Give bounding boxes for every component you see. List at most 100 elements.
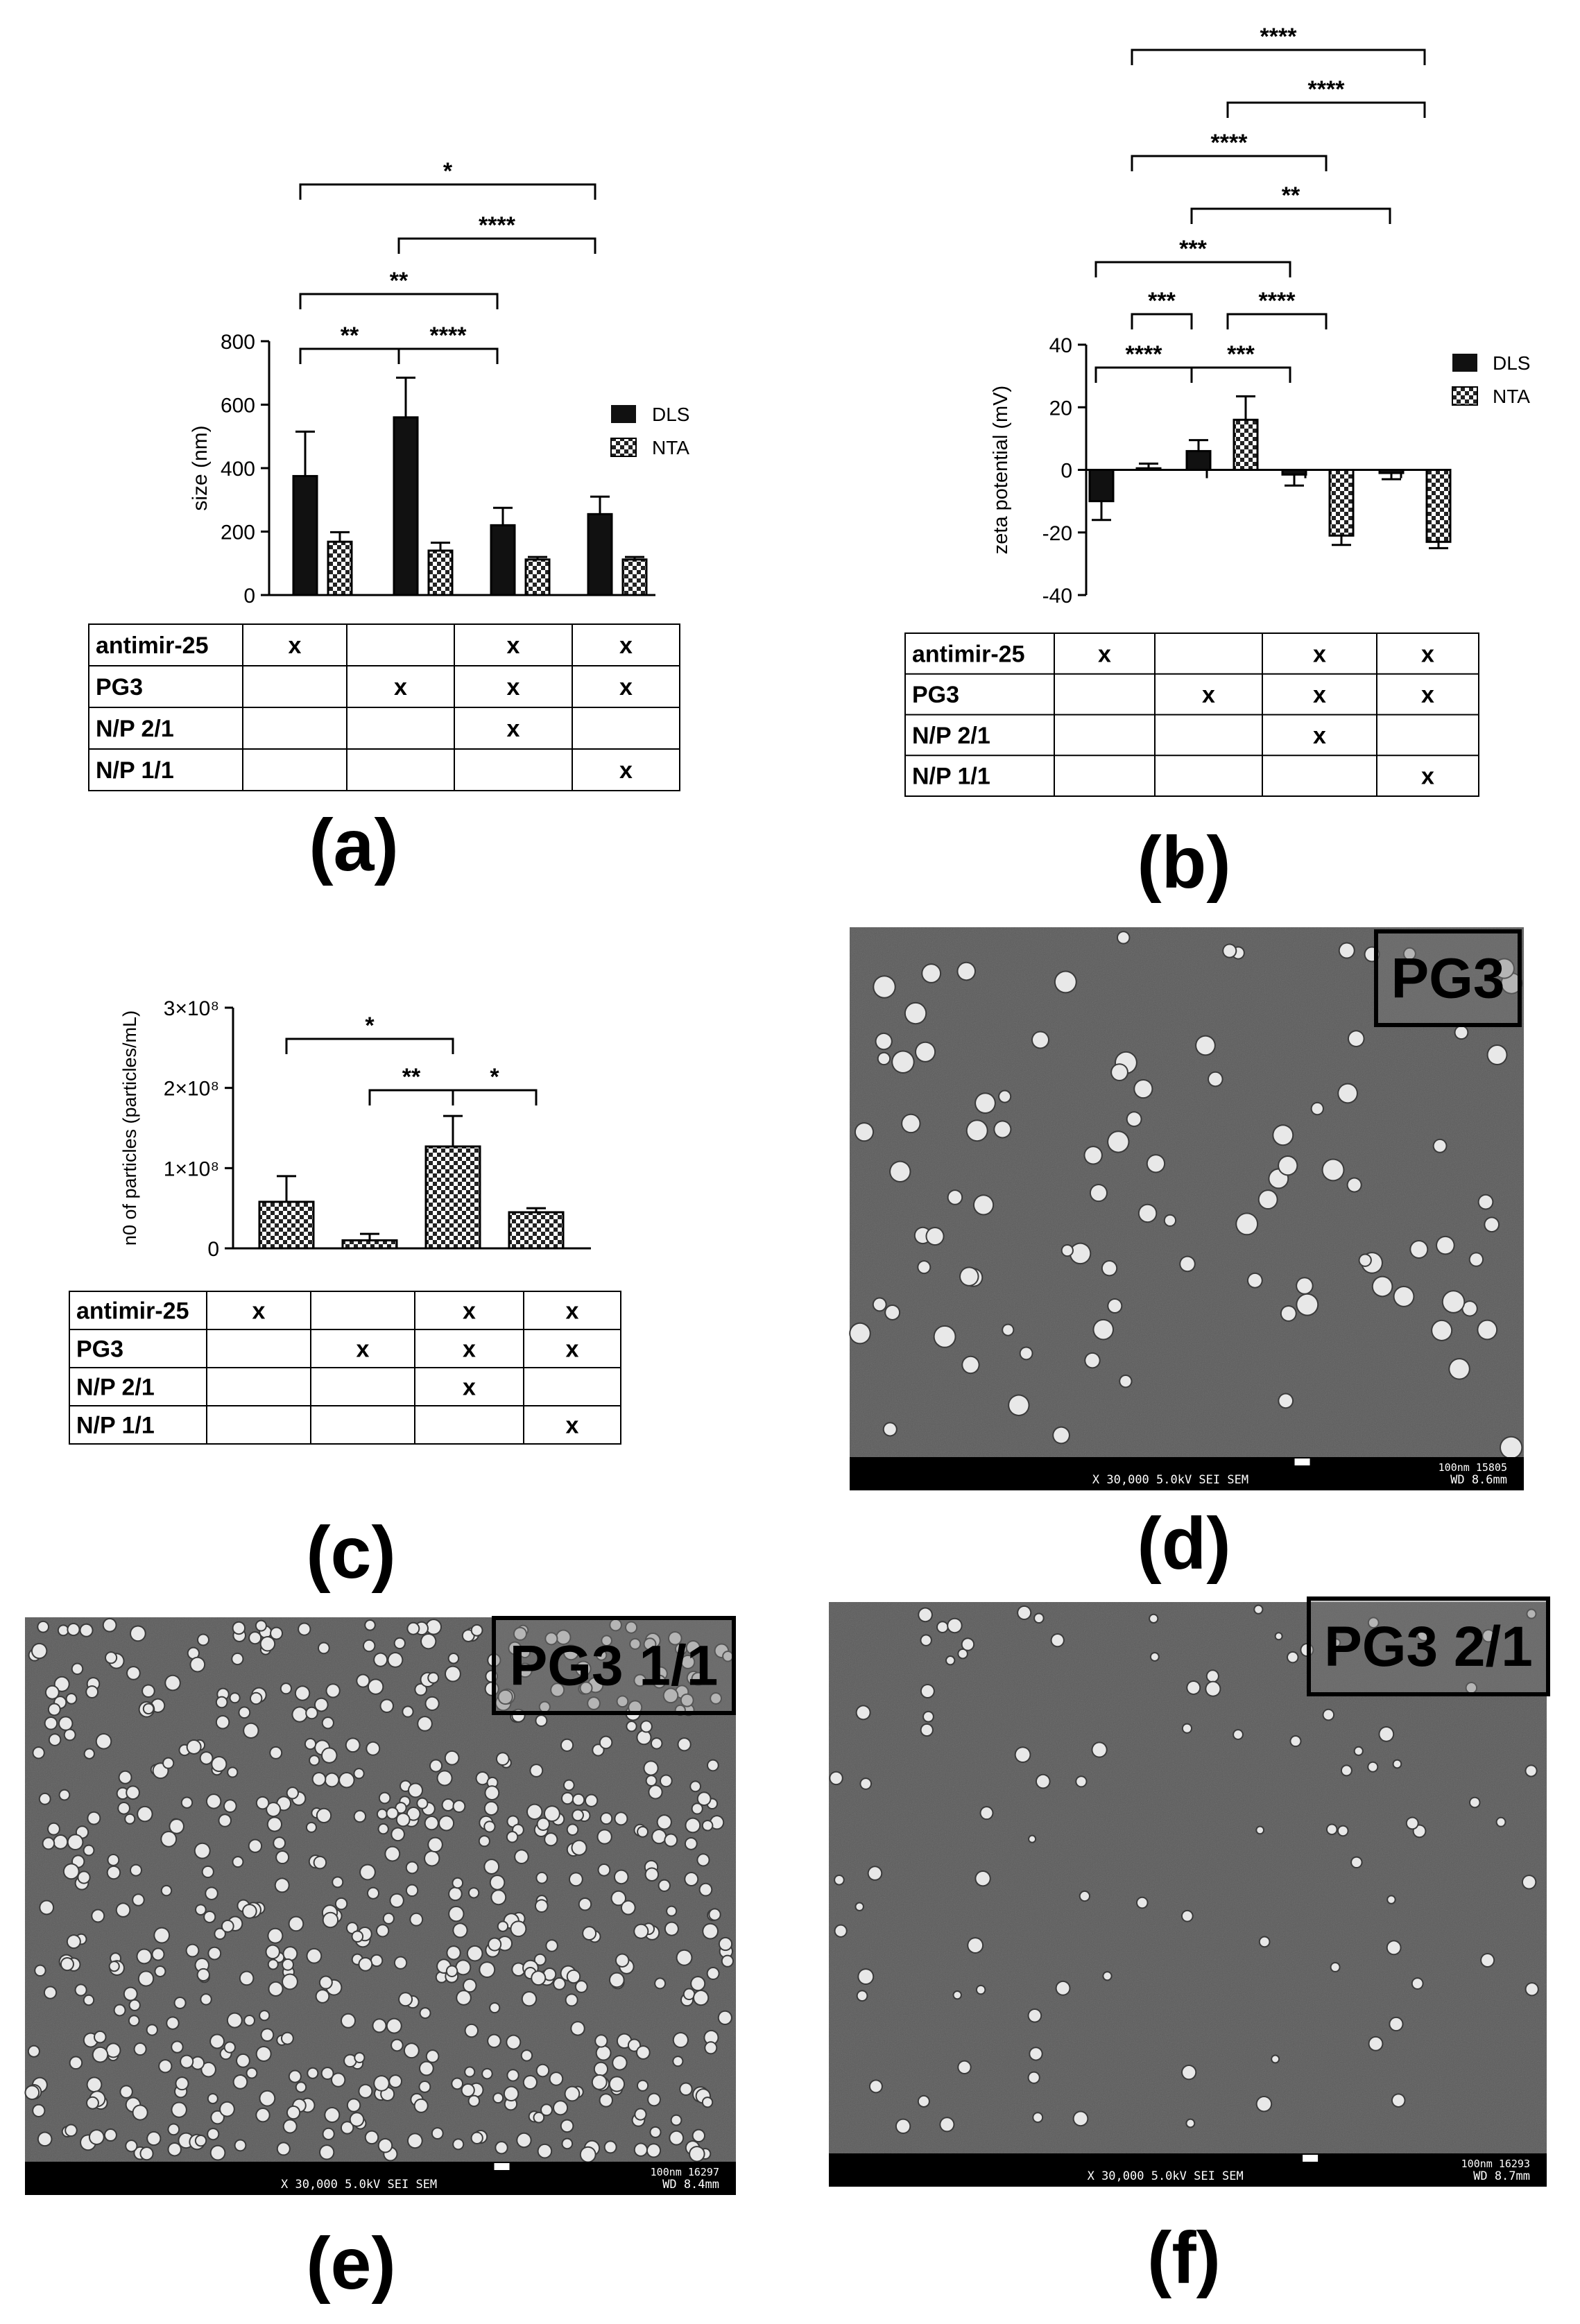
sem-d-particle [927,1228,943,1245]
sem-d-particle [1139,1205,1156,1222]
sem-e-particle [494,2094,503,2103]
sem-e-particle [449,1906,463,1921]
chart-b-bar-nta [1425,469,1452,543]
sem-e-particle [208,2094,217,2103]
sem-e-particle [267,1803,280,1816]
chart-a-ylabel: size (nm) [189,425,212,510]
sem-e-particle [239,1707,250,1718]
chart-b-ytick-label: 20 [1049,397,1072,420]
sem-e-particle [617,1696,628,1707]
sem-e-particle [247,2068,257,2078]
chart-b-bar-dls [1088,469,1115,503]
table-a-mark: x [619,632,633,659]
sem-e-particle [261,1637,275,1651]
sem-f-particle [1526,1983,1538,1995]
sem-e-particle [457,1991,470,2004]
sem-e-particle [345,2055,356,2067]
sem-e-particle [507,2035,520,2049]
sem-e-particle [49,1735,60,1745]
sem-e-particle [85,1749,94,1758]
sem-e-particle [296,2083,306,2092]
chart-b-sig-label: *** [1148,288,1176,314]
chart-c-ytick-label: 0 [207,1238,219,1261]
sem-e-particle [243,1905,256,1918]
sem-e-particle [420,2062,433,2075]
sem-e-particle [130,2000,139,2010]
sem-f-particle [962,1639,974,1650]
sem-e-particle [515,1850,528,1863]
chart-a-bar-dls [490,524,516,596]
sem-e-particle [284,1947,297,1960]
sem-e-particle [479,1836,489,1846]
sem-f-particle [1470,1798,1479,1807]
sem-e-scale-bar [494,2163,510,2170]
sem-image-d: 100nm 15805 X 30,000 5.0kV SEI SEM WD 8.6m… [849,927,1524,1490]
sem-e-particle [170,1820,183,1833]
sem-f-particle [954,1991,961,1999]
sem-e-particle [133,1895,144,1905]
sem-e-particle [234,2076,247,2088]
sem-f-scale-bar [1303,2155,1319,2162]
sem-d-particle [1273,1126,1293,1145]
sem-e-particle [121,2086,132,2097]
sem-f-particle [1369,2037,1382,2050]
sem-d-particle [1455,1026,1468,1039]
sem-e-particle [323,1718,333,1728]
sem-e-particle [167,2017,178,2029]
chart-b-bar-dls [1185,449,1212,471]
sem-e-particle [692,1977,705,1990]
sem-e-particle [281,1684,291,1694]
sem-e-particle [33,1748,44,1758]
sem-d-particle [1339,1084,1357,1103]
sem-e-particle [387,1808,397,1818]
sem-d-particle [1463,1302,1477,1316]
chart-b-bar-dls [1378,469,1405,474]
sem-f-particle [1323,1710,1334,1720]
sem-d-particle [1443,1291,1464,1312]
sem-e-particle [76,1827,88,1838]
sem-e-particle [357,1675,369,1687]
sem-f-particle [1331,1963,1339,1971]
sem-e-particle [250,1633,261,1644]
legend-a: DLS NTA [610,404,689,458]
sem-e-particle [522,2051,532,2060]
sem-d-particle [1312,1103,1323,1114]
sem-e-particle [390,2076,402,2087]
sem-e-particle [151,1699,164,1712]
sem-e-particle [490,1876,504,1889]
sem-e-particle [651,1739,662,1748]
sem-e-particle [211,2035,224,2048]
sem-e-particle [601,1813,612,1824]
sem-e-particle [117,1904,130,1916]
sem-e-particle [408,1623,419,1634]
table-c-mark: x [357,1336,370,1363]
table-c-row-label: PG3 [76,1336,123,1363]
sem-e-particle [202,2063,215,2076]
table-a-row-label: PG3 [96,674,143,700]
chart-a-bar-dls [292,474,318,596]
sem-d-particle [1147,1155,1165,1172]
sem-e-particle [602,1636,611,1645]
sem-e-particle [325,1773,338,1787]
sem-f-particle [857,1991,867,2001]
panel-label-f: (f) [1147,2217,1221,2299]
sem-e-particle [160,2060,171,2072]
sem-d-particle [1348,1031,1364,1046]
sem-e-particle [509,1642,521,1654]
sem-e-particle [26,2086,39,2099]
table-a-mark: x [507,632,520,659]
sem-e-particle [59,1717,72,1730]
table-b-mark: x [1421,682,1434,708]
sem-e-particle [269,1982,282,1995]
sem-e-particle [55,1677,69,1691]
sem-e-particle [520,1648,530,1658]
chart-a-ytick-label: 800 [221,331,255,354]
sem-d-label-box [1374,929,1522,1027]
sem-e-particle [282,2033,293,2044]
sem-e-footer-scale: 100nm 16297 [651,2166,719,2178]
sem-e-particle [308,2068,318,2078]
sem-e-particle [585,1795,597,1806]
chart-a-sig-bracket [397,347,499,364]
sem-e-particle [117,1788,128,1799]
